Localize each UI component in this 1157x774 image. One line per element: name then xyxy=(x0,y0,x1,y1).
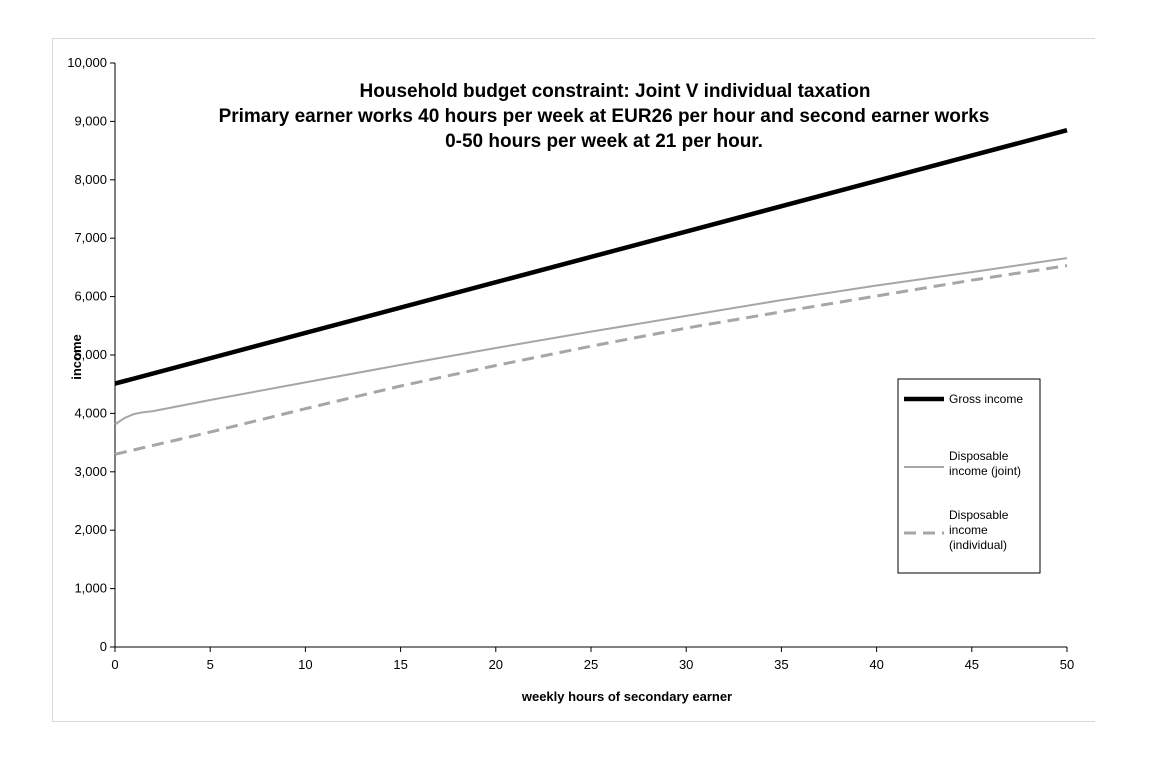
chart-title: Household budget constraint: Joint V ind… xyxy=(219,81,990,152)
series-line-2 xyxy=(114,257,1068,426)
x-tick-label: 45 xyxy=(965,657,979,672)
x-tick-label: 30 xyxy=(679,657,693,672)
legend-box xyxy=(897,378,1041,574)
x-tick-label: 50 xyxy=(1060,657,1074,672)
y-axis-label: income xyxy=(69,334,84,380)
x-tick-label: 15 xyxy=(393,657,407,672)
x-tick-label: 35 xyxy=(774,657,788,672)
y-tick-label: 2,000 xyxy=(74,522,107,537)
y-tick-label: 8,000 xyxy=(74,172,107,187)
y-tick-label: 1,000 xyxy=(74,581,107,596)
series-line-3 xyxy=(114,264,1068,456)
series-lines xyxy=(114,128,1068,456)
legend-label-3: income xyxy=(949,523,988,537)
y-tick-label: 7,000 xyxy=(74,230,107,245)
y-tick-label: 10,000 xyxy=(67,55,107,70)
y-tick-label: 3,000 xyxy=(74,464,107,479)
y-tick-label: 4,000 xyxy=(74,405,107,420)
x-axis-label: weekly hours of secondary earner xyxy=(521,689,732,704)
axes: 0 1,000 2,000 3,000 4,000 5,000 6,000 7,000 8,00… xyxy=(67,55,1074,672)
x-tick-label: 20 xyxy=(489,657,503,672)
legend-label-3: Disposable xyxy=(949,508,1009,522)
legend-label-1: Gross income xyxy=(949,392,1023,406)
chart-svg: Household budget constraint: Joint V ind… xyxy=(67,55,1074,704)
title-line-1: Household budget constraint: Joint V ind… xyxy=(360,81,871,102)
x-tick-label: 10 xyxy=(298,657,312,672)
y-tick-label: 5,000 xyxy=(74,347,107,362)
series-line-1 xyxy=(114,128,1068,386)
legend-label-2: Disposable xyxy=(949,449,1009,463)
x-tick-label: 0 xyxy=(111,657,118,672)
legend-label-2: income (joint) xyxy=(949,464,1021,478)
x-tick-label: 5 xyxy=(207,657,214,672)
legend-label-3: (individual) xyxy=(949,538,1007,552)
y-tick-label: 9,000 xyxy=(74,113,107,128)
x-tick-label: 25 xyxy=(584,657,598,672)
chart-frame: Household budget constraint: Joint V ind… xyxy=(52,38,1095,722)
title-line-3: 0-50 hours per week at 21 per hour. xyxy=(445,131,763,152)
y-tick-label: 0 xyxy=(100,639,107,654)
y-tick-label: 6,000 xyxy=(74,289,107,304)
title-line-2: Primary earner works 40 hours per week a… xyxy=(219,106,990,127)
x-tick-label: 40 xyxy=(869,657,883,672)
